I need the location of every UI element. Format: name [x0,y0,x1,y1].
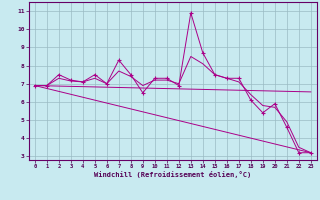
X-axis label: Windchill (Refroidissement éolien,°C): Windchill (Refroidissement éolien,°C) [94,171,252,178]
